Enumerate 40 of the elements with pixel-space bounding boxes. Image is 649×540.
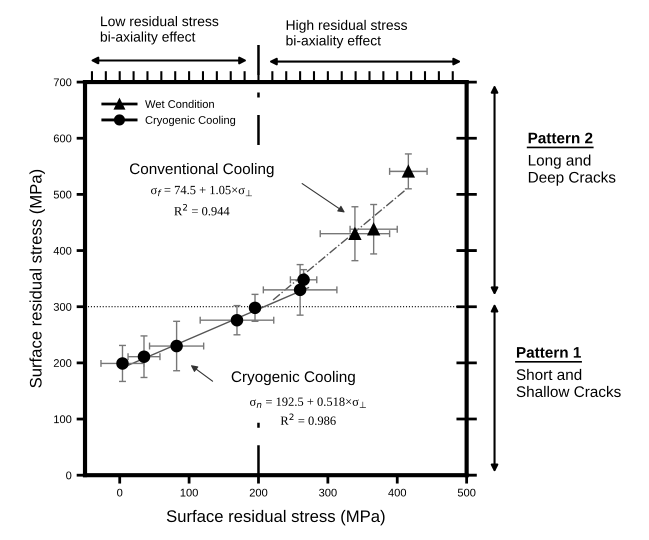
- annotation: Conventional Cooling: [130, 162, 274, 178]
- x-axis-title: Surface residual stress (MPa): [166, 510, 385, 526]
- point: [230, 314, 244, 326]
- point: [297, 274, 310, 286]
- y-tick-label: 600: [54, 134, 72, 142]
- annotation: R$^{2}$ = 0.944: [174, 204, 230, 216]
- point: [116, 357, 129, 370]
- legend-label: Cryogenic Cooling: [146, 116, 236, 126]
- y-tick-label: 700: [54, 78, 72, 86]
- x-tick-label: 200: [250, 488, 268, 497]
- y-axis-title: Surface residual stress (MPa): [29, 170, 45, 388]
- point: [402, 165, 415, 178]
- annotation: σ$_{f}$ = 74.5 + 1.05×σ$_{⊥}$: [151, 186, 252, 196]
- point: [248, 302, 262, 314]
- y-tick-label: 100: [54, 415, 72, 424]
- text: High residual stress bi-axiality effect: [286, 20, 408, 48]
- text: Low residual stress bi-axiality effect: [100, 16, 218, 44]
- text: Pattern 2: [528, 132, 592, 144]
- x-tick-label: 300: [319, 488, 337, 497]
- y-tick-label: 0: [66, 471, 72, 480]
- y-tick-label: 200: [54, 359, 72, 368]
- x-tick-label: 400: [388, 488, 406, 497]
- text: Short and Shallow Cracks: [516, 368, 621, 398]
- point: [138, 350, 150, 363]
- annotation: Cryogenic Cooling: [232, 370, 355, 386]
- annotation: σ$_{n}$ = 192.5 + 0.518×σ$_{⊥}$: [250, 397, 366, 408]
- x-tick-label: 0: [117, 488, 122, 497]
- annotation: R$^{2}$ = 0.986: [280, 414, 336, 425]
- legend-label: Wet Condition: [145, 100, 214, 108]
- text: Long and Deep Cracks: [528, 154, 616, 186]
- point: [348, 227, 362, 240]
- point: [294, 284, 306, 296]
- y-tick-label: 300: [54, 302, 72, 311]
- point: [367, 222, 380, 236]
- y-tick-label: 400: [54, 246, 72, 255]
- x-tick-label: 500: [458, 488, 476, 497]
- y-tick-label: 500: [54, 190, 72, 199]
- point: [170, 340, 183, 352]
- text: Pattern 1: [516, 347, 581, 358]
- x-tick-label: 100: [180, 488, 198, 497]
